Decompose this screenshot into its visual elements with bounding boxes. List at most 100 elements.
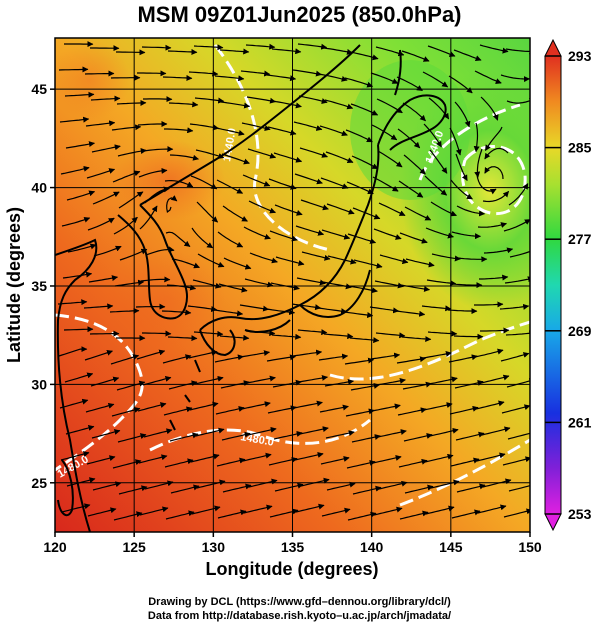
streamline (506, 378, 530, 388)
streamline (427, 330, 458, 337)
streamline (375, 46, 405, 57)
streamline (294, 451, 324, 461)
streamline (352, 207, 381, 220)
streamline (504, 276, 530, 284)
streamline (295, 503, 325, 513)
streamline (118, 191, 144, 209)
streamline (405, 258, 435, 268)
streamline (323, 47, 353, 55)
streamline (484, 147, 509, 160)
streamline (112, 170, 141, 183)
colorbar-tick-label: 261 (568, 414, 592, 430)
streamline (222, 483, 252, 493)
streamline (161, 309, 192, 316)
streamline (449, 127, 462, 156)
streamline (223, 257, 252, 270)
streamline (451, 509, 481, 519)
warm-area (115, 140, 225, 220)
streamline (402, 102, 426, 122)
streamline (138, 167, 168, 178)
streamline (171, 258, 200, 269)
streamline (197, 253, 225, 268)
streamline (480, 96, 499, 121)
streamline (137, 121, 168, 127)
streamline (327, 255, 357, 265)
streamline (247, 426, 277, 436)
streamline (216, 179, 244, 194)
streamline (297, 43, 328, 50)
streamline (428, 97, 450, 120)
streamline (298, 95, 328, 104)
streamline (272, 100, 302, 109)
streamline (245, 43, 276, 50)
colorbar-tick-label: 253 (568, 506, 592, 522)
colorbar-min-triangle (544, 513, 562, 532)
streamline (499, 303, 530, 310)
streamline (168, 101, 199, 108)
streamline (141, 44, 172, 51)
streamline (87, 507, 117, 517)
streamline (326, 203, 355, 215)
streamline (455, 431, 485, 441)
streamline (450, 179, 473, 200)
streamline (111, 406, 141, 417)
streamline (116, 49, 146, 56)
streamline (371, 403, 401, 412)
streamline (475, 400, 505, 410)
streamline (500, 352, 530, 362)
streamline (474, 301, 504, 308)
streamline (422, 350, 452, 359)
streamline (451, 231, 481, 240)
streamline (370, 72, 399, 84)
streamline (93, 245, 122, 257)
streamline (221, 153, 250, 165)
streamline (448, 75, 473, 94)
streamline (453, 49, 482, 62)
streamline (378, 202, 406, 217)
streamline (86, 168, 116, 179)
streamline (59, 116, 90, 123)
streamline (242, 174, 271, 187)
streamline (191, 505, 221, 515)
streamline (116, 99, 147, 106)
streamline (247, 148, 277, 159)
streamline (323, 333, 354, 340)
streamline (170, 484, 200, 494)
streamline (213, 309, 244, 317)
streamline (162, 74, 193, 81)
graticule (55, 38, 530, 532)
streamline (92, 481, 122, 491)
streamline (425, 227, 454, 239)
streamline (319, 404, 349, 413)
streamline (319, 125, 348, 136)
streamline (165, 510, 195, 520)
streamline (457, 256, 488, 263)
streamline (502, 456, 530, 466)
warm-area (55, 40, 130, 120)
streamline (501, 404, 530, 414)
streamline (137, 70, 167, 77)
streamline (474, 70, 502, 84)
streamline (396, 76, 423, 92)
x-tick-label: 135 (281, 539, 305, 555)
x-axis-title: Longitude (degrees) (205, 559, 378, 579)
streamline (140, 276, 171, 283)
streamline (318, 73, 348, 82)
colorbar-ticks: 253 261 269 277 285 293 (545, 48, 592, 522)
streamline (248, 478, 278, 488)
streamline (423, 402, 453, 411)
streamline (85, 402, 115, 413)
y-tick-label: 40 (31, 180, 47, 196)
streamline (58, 66, 89, 73)
streamline (274, 482, 304, 492)
streamline (351, 434, 381, 443)
streamline (350, 382, 380, 391)
colorbar: 253 261 269 277 285 293 (544, 38, 592, 532)
streamline (163, 406, 193, 416)
streamline (164, 127, 194, 134)
streamline (85, 120, 116, 127)
streamline (372, 454, 402, 464)
streamline (275, 256, 305, 266)
streamline (273, 430, 303, 440)
x-tick-label: 145 (439, 539, 463, 555)
